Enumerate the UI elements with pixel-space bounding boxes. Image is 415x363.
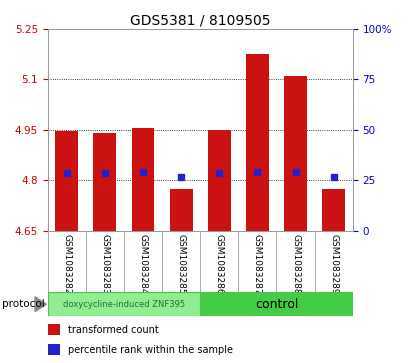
Bar bbox=[48, 324, 60, 335]
Text: GSM1083284: GSM1083284 bbox=[139, 234, 148, 294]
Bar bbox=[284, 76, 307, 231]
Text: GSM1083286: GSM1083286 bbox=[215, 234, 224, 294]
Text: control: control bbox=[255, 298, 298, 310]
Text: protocol: protocol bbox=[2, 299, 45, 309]
Bar bbox=[322, 188, 345, 231]
Bar bbox=[48, 292, 200, 316]
Polygon shape bbox=[35, 297, 46, 311]
Bar bbox=[246, 54, 269, 231]
Bar bbox=[208, 130, 231, 231]
Text: GSM1083289: GSM1083289 bbox=[329, 234, 338, 294]
Title: GDS5381 / 8109505: GDS5381 / 8109505 bbox=[130, 14, 271, 28]
Text: GSM1083283: GSM1083283 bbox=[100, 234, 110, 294]
Text: doxycycline-induced ZNF395: doxycycline-induced ZNF395 bbox=[63, 299, 185, 309]
Bar bbox=[55, 131, 78, 231]
Bar bbox=[200, 292, 353, 316]
Text: transformed count: transformed count bbox=[68, 325, 158, 335]
Bar bbox=[170, 188, 193, 231]
Bar bbox=[93, 133, 116, 231]
Text: percentile rank within the sample: percentile rank within the sample bbox=[68, 345, 232, 355]
Bar bbox=[48, 344, 60, 355]
Bar bbox=[132, 128, 154, 231]
Text: GSM1083288: GSM1083288 bbox=[291, 234, 300, 294]
Text: GSM1083287: GSM1083287 bbox=[253, 234, 262, 294]
Text: GSM1083282: GSM1083282 bbox=[62, 234, 71, 294]
Text: GSM1083285: GSM1083285 bbox=[177, 234, 186, 294]
